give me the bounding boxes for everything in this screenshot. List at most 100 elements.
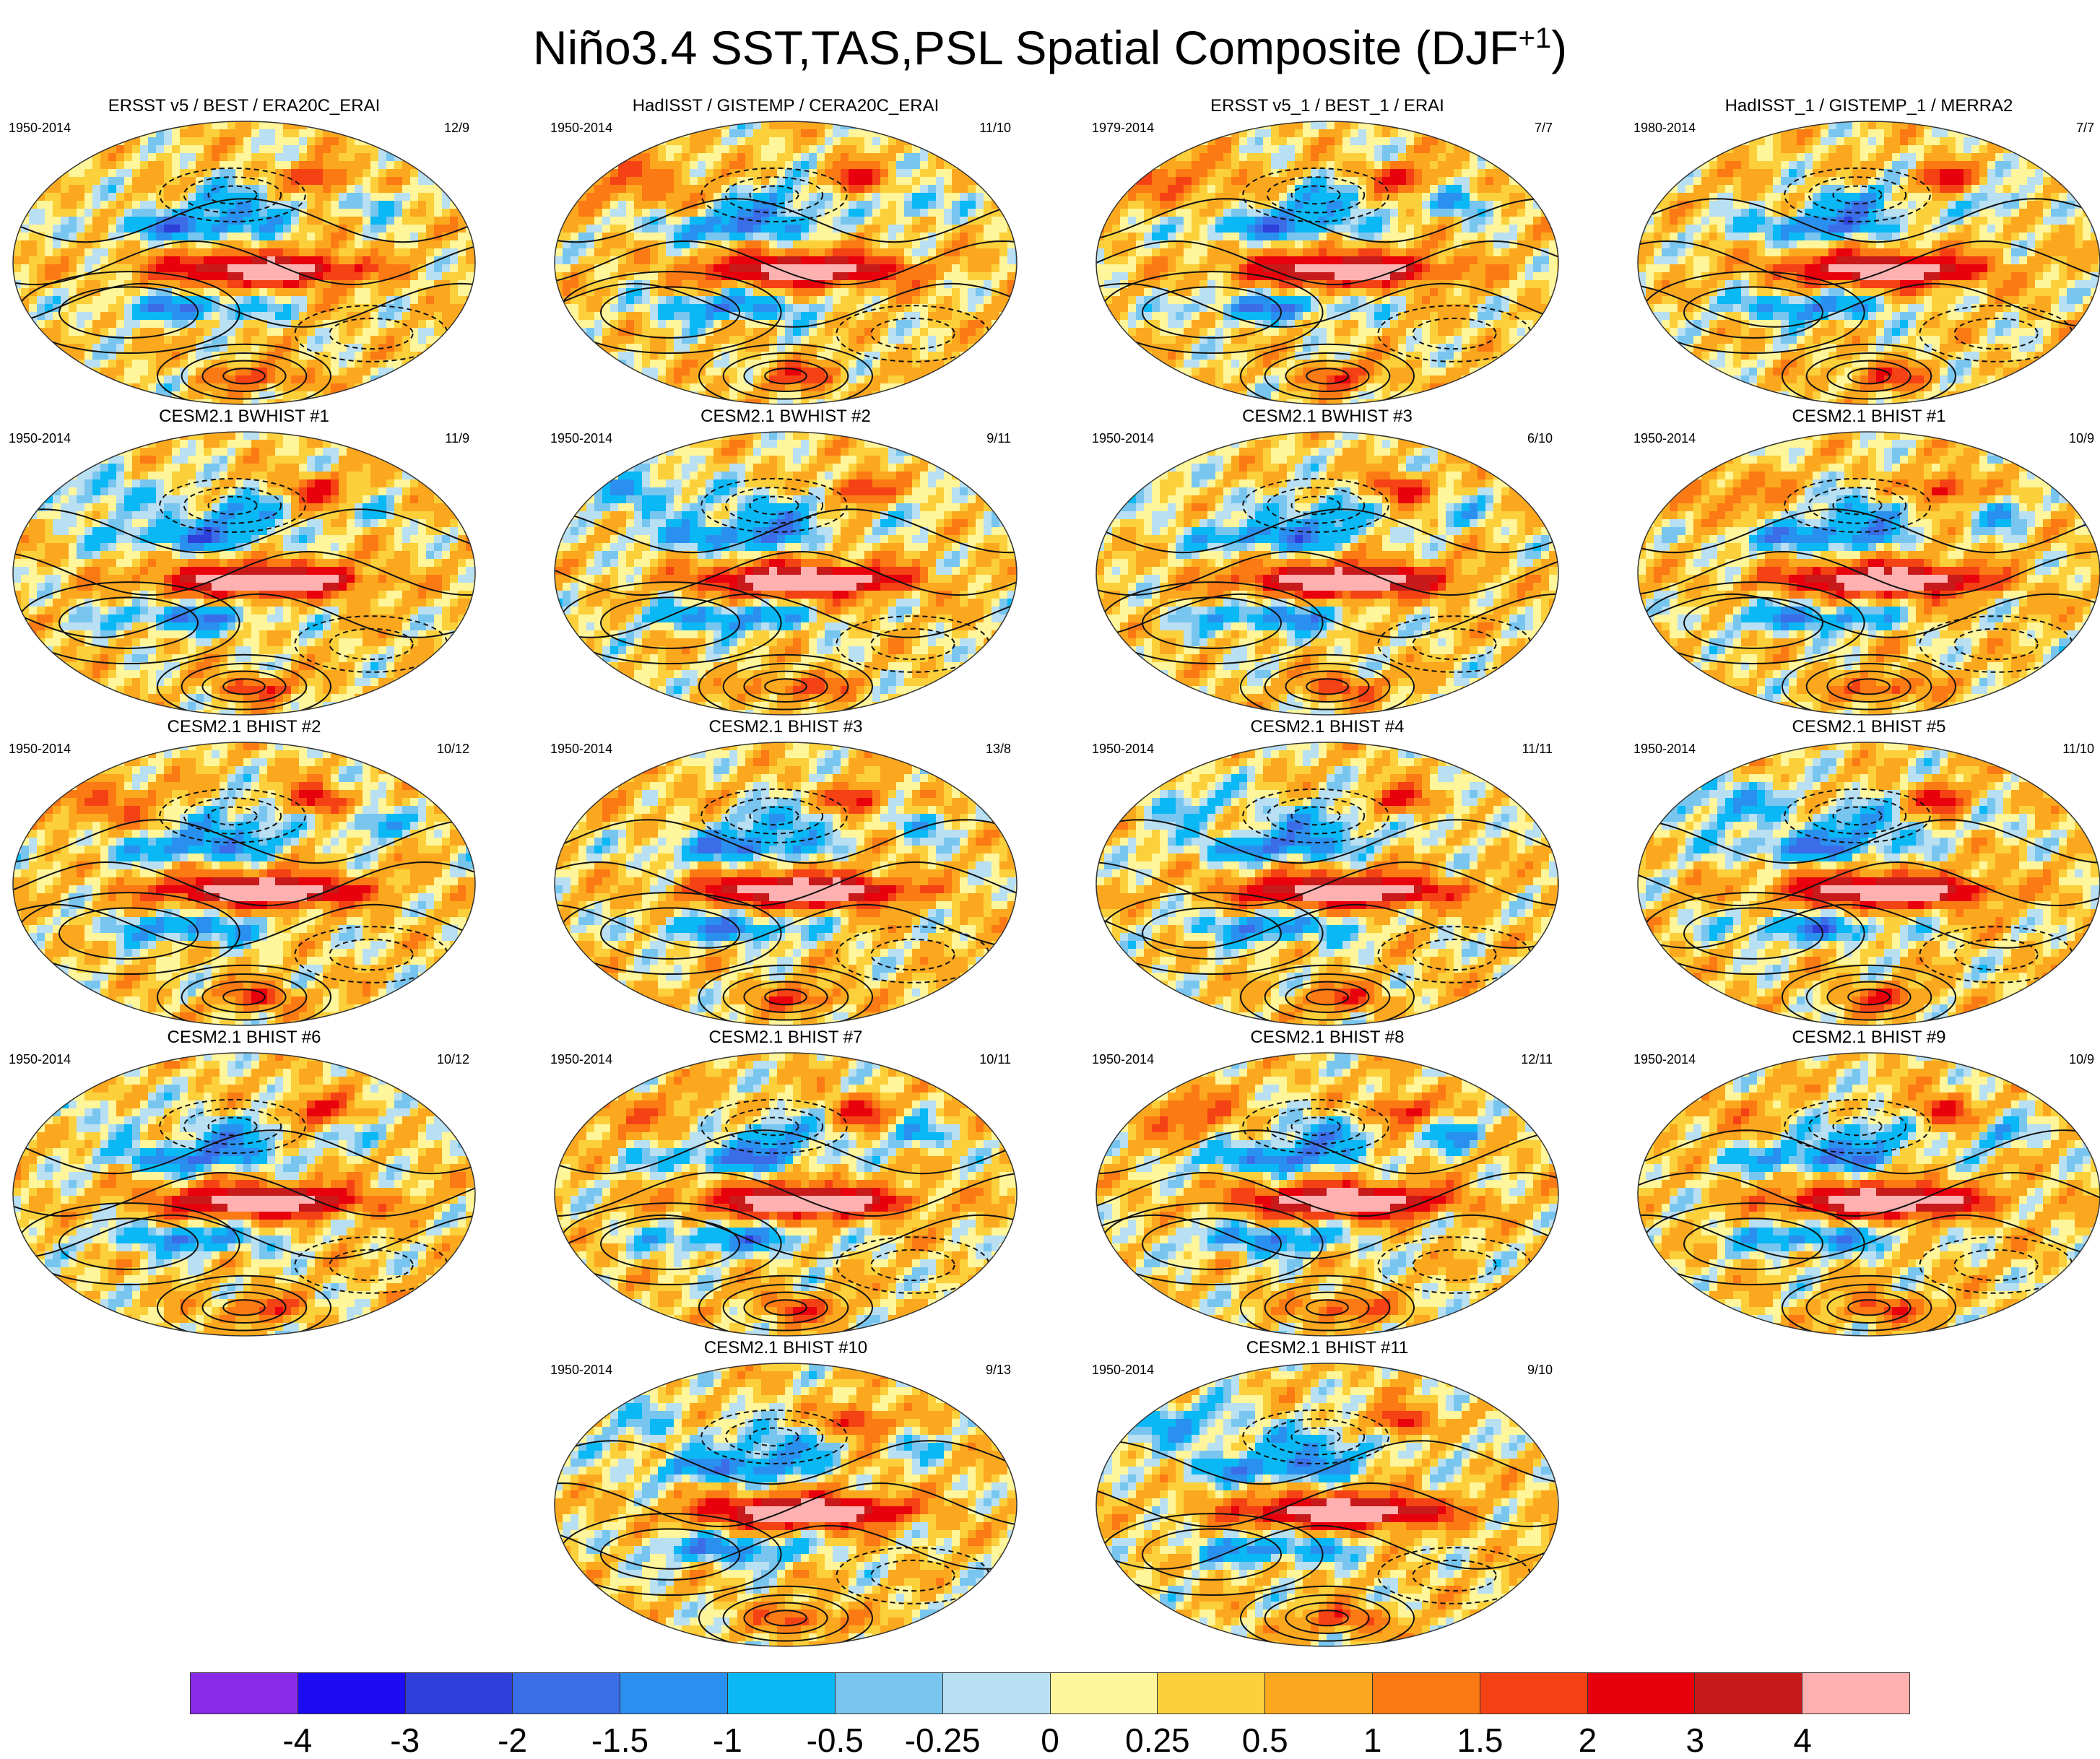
colorbar-tick-label: 0.25	[1125, 1721, 1190, 1759]
colorbar-tick-label: 1.5	[1457, 1721, 1504, 1759]
colorbar-bin	[513, 1673, 621, 1714]
panel-years: 1950-2014	[1092, 430, 1154, 446]
colorbar-bin	[1158, 1673, 1266, 1714]
map-panel: CESM2.1 BHIST #6 1950-2014 10/12	[6, 1027, 482, 1341]
composite-map	[1095, 431, 1559, 716]
panel-event-count: 10/9	[2069, 1051, 2094, 1067]
panel-years: 1950-2014	[550, 1051, 612, 1067]
colorbar-bin	[1587, 1673, 1696, 1714]
panel-title: CESM2.1 BHIST #9	[1631, 1027, 2100, 1048]
composite-map	[1095, 1052, 1559, 1337]
map-panel: CESM2.1 BHIST #1 1950-2014 10/9	[1631, 406, 2100, 720]
composite-map	[554, 742, 1018, 1026]
panel-title: CESM2.1 BHIST #3	[547, 716, 1024, 738]
panel-title: CESM2.1 BHIST #7	[547, 1027, 1024, 1048]
panel-years: 1950-2014	[550, 120, 612, 136]
map-panel: CESM2.1 BHIST #11 1950-2014 9/10	[1089, 1337, 1566, 1651]
colorbar-bin	[1050, 1673, 1158, 1714]
panel-years: 1950-2014	[9, 120, 71, 136]
composite-map	[1637, 121, 2100, 405]
map-panel: CESM2.1 BHIST #9 1950-2014 10/9	[1631, 1027, 2100, 1341]
panel-event-count: 9/10	[1527, 1362, 1553, 1378]
panel-title: CESM2.1 BWHIST #2	[547, 406, 1024, 427]
map-panel: CESM2.1 BHIST #2 1950-2014 10/12	[6, 716, 482, 1030]
panel-event-count: 7/7	[2076, 120, 2094, 136]
panel-event-count: 10/12	[437, 1051, 469, 1067]
composite-map	[554, 431, 1018, 716]
colorbar-tick-label: -2	[498, 1721, 527, 1759]
panel-years: 1980-2014	[1633, 120, 1696, 136]
colorbar-bin	[405, 1673, 513, 1714]
map-panel: HadISST / GISTEMP / CERA20C_ERAI 1950-201…	[547, 95, 1024, 409]
colorbar-tick-label: 3	[1685, 1721, 1704, 1759]
composite-map	[1637, 742, 2100, 1026]
panel-title: CESM2.1 BHIST #4	[1089, 716, 1566, 738]
panel-event-count: 11/10	[979, 120, 1011, 136]
panel-event-count: 10/9	[2069, 430, 2094, 446]
colorbar-tick-label: -3	[390, 1721, 420, 1759]
colorbar-bin	[1802, 1673, 1909, 1714]
composite-map	[1095, 742, 1559, 1026]
panel-years: 1950-2014	[550, 741, 612, 757]
panel-title: CESM2.1 BHIST #5	[1631, 716, 2100, 738]
composite-map	[554, 1052, 1018, 1337]
panel-years: 1950-2014	[1092, 1051, 1154, 1067]
map-panel: CESM2.1 BHIST #8 1950-2014 12/11	[1089, 1027, 1566, 1341]
panel-title: ERSST v5_1 / BEST_1 / ERAI	[1089, 95, 1566, 117]
panel-title: CESM2.1 BHIST #1	[1631, 406, 2100, 427]
panel-years: 1950-2014	[1092, 1362, 1154, 1378]
colorbar-bin	[620, 1673, 729, 1714]
figure-title: Niño3.4 SST,TAS,PSL Spatial Composite (D…	[0, 6, 2100, 80]
panel-title: CESM2.1 BHIST #8	[1089, 1027, 1566, 1048]
panel-event-count: 7/7	[1535, 120, 1553, 136]
composite-map	[1637, 431, 2100, 716]
panel-years: 1950-2014	[550, 430, 612, 446]
panel-event-count: 10/12	[437, 741, 469, 757]
colorbar-bin	[1695, 1673, 1803, 1714]
composite-map	[554, 1363, 1018, 1647]
map-panel: CESM2.1 BHIST #5 1950-2014 11/10	[1631, 716, 2100, 1030]
composite-map	[12, 431, 476, 716]
panel-title: HadISST_1 / GISTEMP_1 / MERRA2	[1631, 95, 2100, 117]
composite-map	[12, 1052, 476, 1337]
panel-event-count: 13/8	[986, 741, 1011, 757]
panel-title: CESM2.1 BWHIST #1	[6, 406, 482, 427]
composite-map	[1095, 1363, 1559, 1647]
map-panel: CESM2.1 BWHIST #3 1950-2014 6/10	[1089, 406, 1566, 720]
panel-years: 1950-2014	[550, 1362, 612, 1378]
panel-event-count: 11/11	[1522, 741, 1553, 757]
panel-years: 1950-2014	[1633, 741, 1696, 757]
panel-event-count: 6/10	[1527, 430, 1553, 446]
composite-map	[554, 121, 1018, 405]
panel-title: CESM2.1 BHIST #11	[1089, 1337, 1566, 1359]
colorbar-bin	[298, 1673, 406, 1714]
colorbar-tick-label: 0	[1041, 1721, 1059, 1759]
colorbar-bin	[1480, 1673, 1588, 1714]
colorbar-tick-label: -1	[713, 1721, 742, 1759]
colorbar-tick-label: -0.5	[807, 1721, 864, 1759]
map-panel: CESM2.1 BHIST #7 1950-2014 10/11	[547, 1027, 1024, 1341]
colorbar-bin	[1372, 1673, 1480, 1714]
map-panel: CESM2.1 BHIST #3 1950-2014 13/8	[547, 716, 1024, 1030]
colorbar-tick-label: 0.5	[1242, 1721, 1288, 1759]
panel-event-count: 12/11	[1521, 1051, 1553, 1067]
colorbar-tick-label: 1	[1363, 1721, 1382, 1759]
colorbar-tick-label: -1.5	[591, 1721, 648, 1759]
composite-map	[1637, 1052, 2100, 1337]
colorbar-tick-label: -4	[282, 1721, 312, 1759]
map-panel: ERSST v5_1 / BEST_1 / ERAI 1979-2014 7/7	[1089, 95, 1566, 409]
panel-event-count: 11/10	[2062, 741, 2094, 757]
panel-title: CESM2.1 BHIST #10	[547, 1337, 1024, 1359]
panel-years: 1950-2014	[1092, 741, 1154, 757]
panel-years: 1950-2014	[9, 430, 71, 446]
panel-event-count: 10/11	[979, 1051, 1011, 1067]
panel-years: 1950-2014	[1633, 1051, 1696, 1067]
panel-title: ERSST v5 / BEST / ERA20C_ERAI	[6, 95, 482, 117]
colorbar-bin	[191, 1673, 298, 1714]
panel-event-count: 11/9	[445, 430, 469, 446]
composite-map	[12, 121, 476, 405]
panel-title: CESM2.1 BWHIST #3	[1089, 406, 1566, 427]
panel-event-count: 12/9	[444, 120, 469, 136]
panel-title: CESM2.1 BHIST #6	[6, 1027, 482, 1048]
composite-map	[1095, 121, 1559, 405]
